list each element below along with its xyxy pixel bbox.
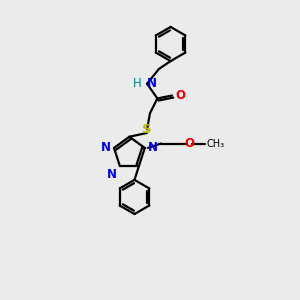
Text: N: N [148, 141, 158, 154]
Text: N: N [107, 167, 117, 181]
Text: H: H [133, 77, 142, 90]
Text: S: S [142, 123, 152, 136]
Text: O: O [175, 89, 185, 102]
Text: O: O [184, 137, 194, 150]
Text: CH₃: CH₃ [206, 139, 224, 148]
Text: N: N [147, 77, 157, 90]
Text: N: N [100, 141, 110, 154]
